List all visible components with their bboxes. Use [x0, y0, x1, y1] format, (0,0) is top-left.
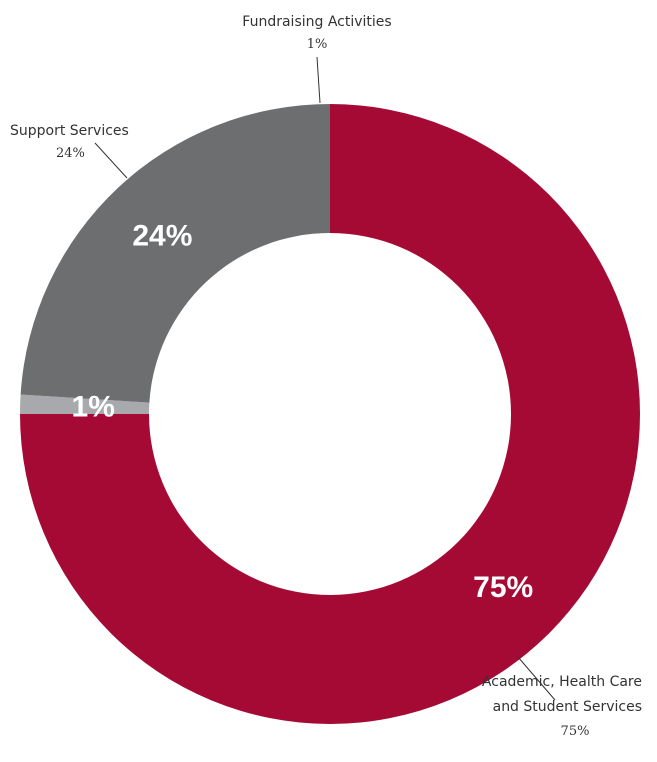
slice-label-fundraising: 1%	[72, 390, 115, 423]
label-pct-fundraising: 1%	[307, 37, 328, 52]
external-label-fundraising: Fundraising Activities 1%	[242, 14, 391, 52]
slice-label-academic: 75%	[473, 571, 533, 604]
leader-line-support	[94, 142, 128, 179]
leader-line-fundraising	[316, 56, 321, 104]
external-label-support: Support Services 24%	[10, 123, 129, 161]
donut-inner-labels: 75% 1% 24%	[72, 219, 534, 604]
slice-label-support: 24%	[132, 219, 192, 252]
label-pct-academic: 75%	[561, 724, 590, 739]
slice-academic	[20, 104, 640, 724]
label-name-academic-line2: and Student Services	[493, 699, 642, 715]
label-pct-support: 24%	[56, 146, 85, 161]
external-label-academic: Academic, Health Care and Student Servic…	[482, 674, 642, 739]
donut-slices	[20, 104, 640, 724]
label-name-academic-line1: Academic, Health Care	[482, 674, 642, 690]
label-name-support: Support Services	[10, 123, 129, 139]
slice-support	[20, 104, 330, 403]
leader-line-academic	[517, 656, 556, 701]
slice-fundraising	[20, 394, 150, 414]
label-name-fundraising: Fundraising Activities	[242, 14, 391, 30]
